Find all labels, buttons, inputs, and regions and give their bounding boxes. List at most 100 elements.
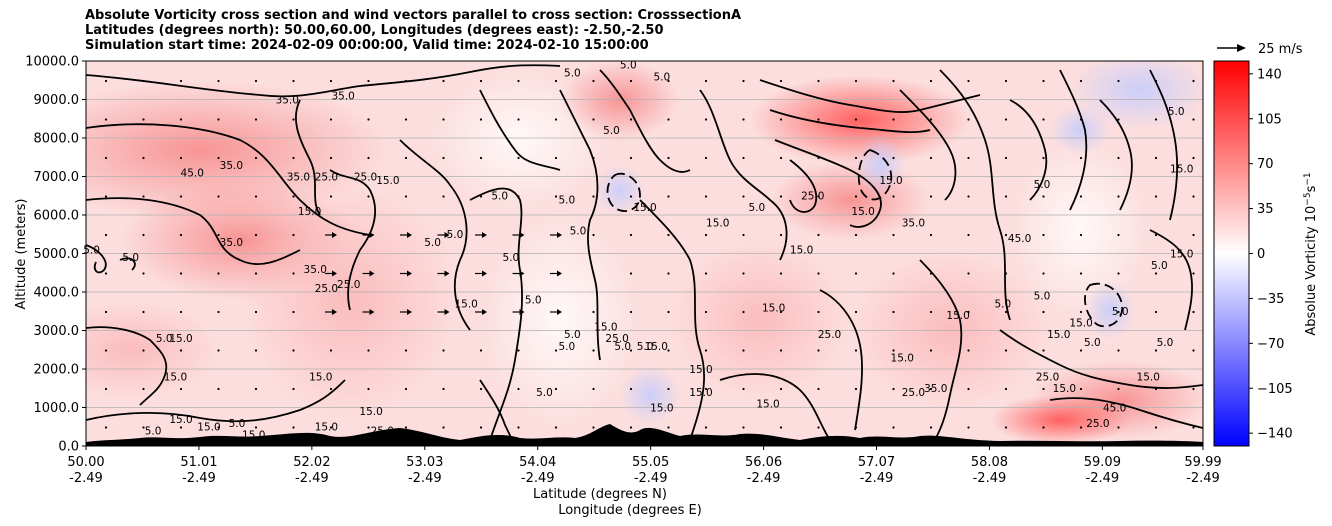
contour-label: 35.0 — [304, 264, 327, 276]
wind-vector-icon — [254, 79, 258, 83]
wind-vector-icon — [254, 272, 258, 275]
contour-label: 25.0 — [371, 425, 394, 437]
colorbar-tick-label: 140 — [1257, 67, 1282, 82]
colorbar-tick-label: −35 — [1257, 292, 1284, 307]
contour-label: 25.0 — [337, 279, 360, 291]
contour-line — [789, 159, 818, 213]
contour-line — [769, 109, 931, 134]
wind-vector-icon — [404, 426, 408, 429]
wind-vector-icon — [1042, 118, 1045, 121]
wind-vector-icon — [1192, 118, 1195, 121]
wind-vector-icon — [1042, 233, 1045, 237]
contour-label: 15.0 — [376, 175, 399, 187]
wind-vector-icon — [142, 118, 145, 121]
wind-vector-icon — [704, 310, 708, 314]
wind-vector-icon — [554, 426, 558, 429]
contour-label: 15.0 — [197, 422, 220, 434]
contour-line — [479, 89, 561, 171]
wind-vector-icon — [854, 233, 858, 237]
y-tick-label: 3000.0 — [34, 324, 80, 339]
x-tick-label-lon: -2.49 — [182, 471, 216, 486]
contour-label: 25.0 — [315, 171, 338, 183]
wind-vector-icon — [817, 387, 820, 391]
wind-vector-icon — [217, 195, 220, 198]
wind-vector-head-icon — [407, 309, 412, 315]
contour-label: 15.0 — [1069, 318, 1092, 330]
wind-vector-icon — [1117, 426, 1120, 429]
contour-line — [606, 172, 641, 212]
wind-vector-icon — [1117, 156, 1120, 160]
wind-vector-icon — [292, 272, 295, 275]
wind-vector-icon — [179, 195, 183, 198]
field-blob — [1010, 140, 1150, 320]
wind-vector-icon — [479, 195, 483, 198]
wind-vector-icon — [179, 79, 183, 83]
wind-vector-icon — [254, 156, 258, 160]
contour-line — [857, 149, 893, 201]
wind-vector-head-icon — [444, 232, 450, 238]
wind-vector-icon — [704, 272, 708, 275]
wind-vector-icon — [104, 387, 108, 391]
wind-vector-icon — [742, 79, 745, 83]
contour-label: 15.0 — [851, 206, 874, 218]
wind-vector-icon — [892, 156, 895, 160]
wind-vector-icon — [667, 426, 670, 429]
wind-vector-icon — [142, 349, 145, 352]
wind-vector-icon — [442, 156, 445, 160]
contour-line — [639, 199, 706, 441]
wind-vector-icon — [854, 426, 858, 429]
wind-vector-icon — [1192, 387, 1195, 391]
contour-label: 5.0 — [614, 341, 631, 353]
wind-vector-icon — [1154, 79, 1158, 83]
wind-vector-icon — [517, 387, 520, 391]
y-tick-label: 0.0 — [58, 440, 79, 455]
wind-vector-icon — [1192, 426, 1195, 429]
wind-vector-icon — [329, 156, 333, 160]
contour-label: 25.0 — [818, 329, 841, 341]
contour-line — [919, 259, 963, 441]
wind-vector-icon — [442, 79, 445, 83]
wind-vector-icon — [254, 426, 258, 429]
wind-vector-icon — [629, 156, 633, 160]
x-axis-label-secondary: Longitude (degrees E) — [558, 503, 702, 518]
contour-label: 5.0 — [447, 229, 464, 241]
wind-vector-icon — [892, 387, 895, 391]
colorbar-tick-label: 0 — [1257, 247, 1265, 262]
wind-vector-icon — [779, 79, 783, 83]
wind-vector-icon — [629, 310, 633, 314]
field-blob — [855, 135, 905, 195]
wind-vector-icon — [1192, 310, 1195, 314]
contour-label: 15.0 — [756, 399, 779, 411]
wind-vector-icon — [967, 272, 970, 275]
wind-vector-icon — [854, 118, 858, 121]
contour-label: 5.0 — [1034, 179, 1051, 191]
wind-vector-icon — [1004, 156, 1008, 160]
contour-label: 5.0 — [424, 237, 441, 249]
wind-vector-icon — [667, 233, 670, 237]
wind-vector-icon — [1117, 233, 1120, 237]
wind-vector-icon — [479, 156, 483, 160]
wind-vector-icon — [592, 233, 595, 237]
contour-label: 15.0 — [359, 406, 382, 418]
wind-vector-icon — [629, 349, 633, 352]
wind-vector-icon — [892, 195, 895, 198]
contour-label: 5.0 — [1151, 260, 1168, 272]
wind-vector-icon — [479, 387, 483, 391]
wind-vector-icon — [554, 79, 558, 83]
contour-labels: 5.05.045.035.035.05.015.015.05.015.015.0… — [83, 60, 1193, 442]
wind-vector-icon — [104, 156, 108, 160]
wind-vector-icon — [442, 349, 445, 352]
x-axis: 50.00-2.4951.01-2.4952.02-2.4953.03-2.49… — [67, 446, 1222, 486]
contour-line — [86, 244, 107, 274]
contour-label: 35.0 — [287, 171, 310, 183]
wind-vector-icon — [104, 195, 108, 198]
wind-vector-icon — [892, 426, 895, 429]
wind-vector-icon — [1042, 272, 1045, 275]
contour-label: 15.0 — [169, 414, 192, 426]
wind-vector-icon — [817, 272, 820, 275]
contour-label: 5.0 — [229, 418, 246, 430]
wind-vector-icon — [404, 156, 408, 160]
wind-vector-icon — [817, 233, 820, 237]
wind-vector-icon — [929, 195, 933, 198]
wind-vector-icon — [554, 118, 558, 121]
